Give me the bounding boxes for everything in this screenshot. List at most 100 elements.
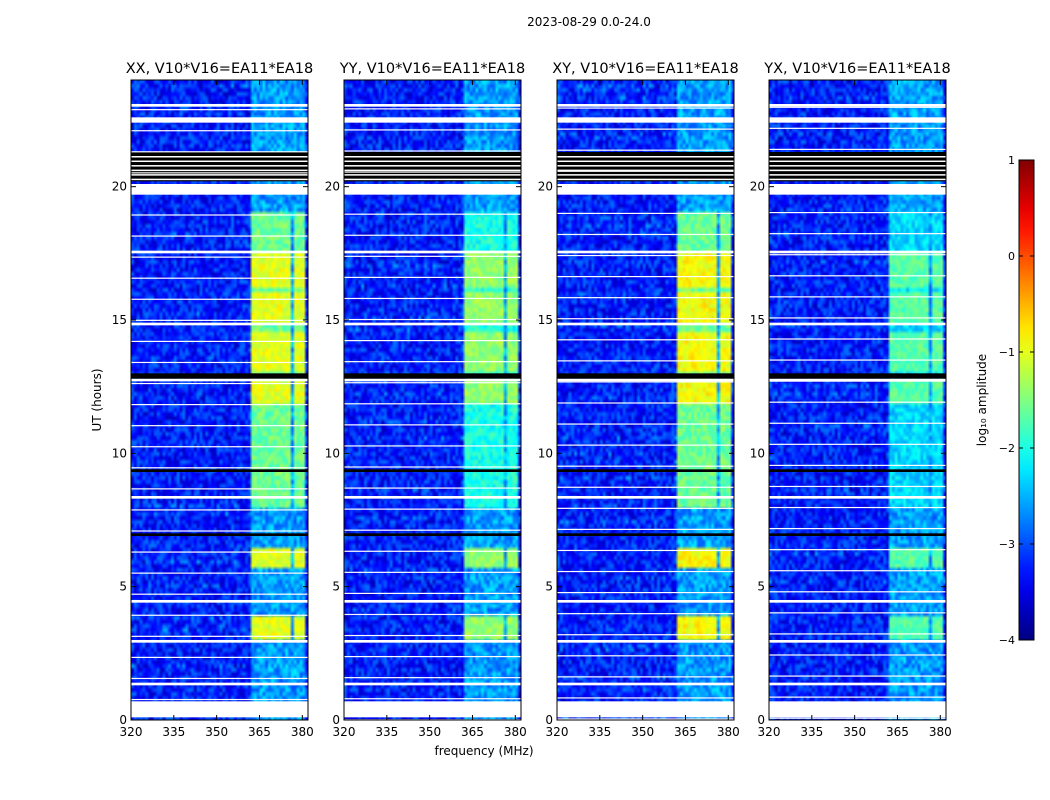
flagged-row-white <box>769 184 946 195</box>
flag-line <box>769 528 946 530</box>
flagged-row-white <box>344 250 521 254</box>
flagged-row-white <box>131 250 308 254</box>
flag-line <box>131 298 308 300</box>
flagged-row-white <box>344 378 521 382</box>
flag-line <box>557 486 734 488</box>
flag-line-white <box>769 178 946 181</box>
flag-line <box>557 318 734 320</box>
flagged-row-white <box>557 640 734 643</box>
flag-line <box>344 234 521 236</box>
x-tick-label: 365 <box>674 725 697 739</box>
flag-line-white <box>557 165 734 167</box>
flag-line <box>769 633 946 635</box>
flag-line <box>131 698 308 701</box>
flag-line <box>769 233 946 235</box>
flag-line <box>769 380 946 382</box>
flag-line <box>131 614 308 616</box>
flagged-row-white <box>769 496 946 499</box>
flag-line-white <box>557 160 734 163</box>
flag-line <box>131 488 308 490</box>
flag-line <box>131 425 308 427</box>
flag-line-white <box>131 165 308 167</box>
flag-line <box>557 170 734 172</box>
flag-line <box>769 127 946 129</box>
flag-line-white <box>557 178 734 181</box>
flag-line <box>131 593 308 595</box>
flagged-row-black <box>557 373 734 379</box>
flagged-row-black <box>557 469 734 472</box>
flag-line <box>344 592 521 594</box>
flag-line <box>344 550 521 552</box>
flag-line <box>769 296 946 298</box>
flag-line <box>344 466 521 468</box>
flagged-row-white <box>131 496 308 499</box>
flag-line <box>131 361 308 364</box>
flag-line <box>557 570 734 573</box>
flag-line-white <box>557 169 734 172</box>
flag-line <box>344 529 521 531</box>
flag-line <box>344 634 521 637</box>
flagged-row-white <box>769 117 946 123</box>
flag-line <box>557 697 734 699</box>
flag-line-white <box>344 165 521 167</box>
x-tick-label: 365 <box>248 725 271 739</box>
flagged-row-white <box>557 378 734 382</box>
flagged-row-white <box>769 682 946 686</box>
flag-line <box>344 108 521 110</box>
flagged-row-black <box>131 373 308 379</box>
flag-line <box>344 340 521 342</box>
flag-line <box>769 148 946 150</box>
flag-line-white <box>344 160 521 163</box>
flagged-row-white <box>131 104 308 107</box>
flagged-row-white <box>769 322 946 326</box>
flag-line <box>557 339 734 341</box>
flag-line <box>769 506 946 509</box>
flag-line <box>769 106 946 108</box>
flag-line-white <box>344 174 521 176</box>
flagged-row-white <box>769 104 946 107</box>
flag-line <box>344 508 521 510</box>
flag-line <box>131 677 308 680</box>
flagged-row-white <box>557 250 734 254</box>
y-tick-label: 10 <box>112 446 127 460</box>
panel-xx: XX, V10*V16=EA11*EA18 320 335 350 365 380 0 5 10… <box>112 61 314 739</box>
flag-line-white <box>344 178 521 181</box>
flag-line <box>769 591 946 593</box>
flag-line <box>769 422 946 424</box>
flag-line-white <box>131 178 308 181</box>
flag-line-white <box>557 156 734 158</box>
flag-line <box>131 530 308 532</box>
flag-line <box>131 446 308 448</box>
flag-line <box>769 254 946 256</box>
flag-line <box>131 277 308 279</box>
flag-line <box>131 720 308 722</box>
flagged-row-white <box>131 378 308 382</box>
flagged-row-black <box>131 469 308 472</box>
colorbar-label: log₁₀ amplitude <box>975 354 989 446</box>
flag-line <box>344 382 521 384</box>
x-tick-label: 350 <box>631 725 654 739</box>
flagged-row-black <box>769 469 946 472</box>
flagged-row-white <box>769 701 946 718</box>
flag-line <box>344 361 521 363</box>
panel-frame <box>343 79 522 721</box>
x-tick-label: 365 <box>461 725 484 739</box>
y-tick-label: 15 <box>538 313 553 327</box>
flag-line <box>344 150 521 152</box>
flag-line <box>557 718 734 720</box>
flag-line <box>769 359 946 361</box>
x-tick-label: 380 <box>291 725 314 739</box>
flag-line <box>131 404 308 406</box>
panel-yy: YY, V10*V16=EA11*EA18 320 335 350 365 380 0 5 10… <box>325 61 527 739</box>
flag-line <box>557 444 734 446</box>
panel-frame <box>130 79 309 721</box>
x-tick-label: 320 <box>120 725 143 739</box>
flagged-row-white <box>131 640 308 643</box>
flagged-row-white <box>344 496 521 499</box>
flag-line <box>769 317 946 319</box>
flagged-row-white <box>769 600 946 603</box>
flag-line <box>769 612 946 614</box>
flag-line <box>557 381 734 383</box>
colorbar-tick-label: −1 <box>999 346 1015 359</box>
flagged-row-black <box>344 373 521 379</box>
